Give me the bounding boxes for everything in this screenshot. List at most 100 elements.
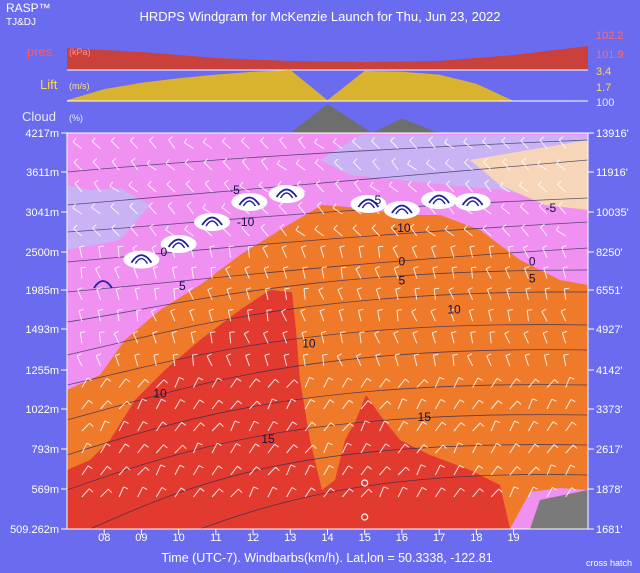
y-left-tick-label: 1022m (25, 404, 59, 416)
y-right-tick-label: 6551' (596, 285, 623, 297)
y-left-tick-label: 1255m (25, 365, 59, 377)
lift-top-value: 3.4 (596, 66, 611, 78)
barb-flag (341, 267, 346, 268)
barb-flag (211, 267, 216, 268)
barb-flag (323, 354, 328, 355)
cumulus-icon (421, 191, 457, 209)
cloud-unit: (%) (69, 113, 83, 123)
contour-label: -5 (371, 193, 382, 207)
y-left-tick-label: 1493m (25, 324, 59, 336)
y-right-tick-label: 1681' (596, 524, 623, 536)
contour-label: 15 (261, 432, 275, 446)
barb-flag (509, 246, 514, 247)
y-right-tick-label: 13916' (596, 128, 629, 140)
cumulus-body (421, 191, 457, 209)
x-tick-label: 19 (507, 532, 519, 544)
y-right-tick-label: 1878' (596, 484, 623, 496)
chart-title: HRDPS Windgram for McKenzie Launch for T… (139, 9, 500, 24)
barb-flag (267, 310, 272, 311)
x-tick-label: 11 (210, 532, 221, 544)
y-right-tick-label: 8250' (596, 247, 623, 259)
x-tick-label: 09 (135, 532, 147, 544)
cumulus-icon (269, 185, 305, 203)
pres-bottom-value: 101.9 (596, 49, 624, 61)
contour-label: 5 (399, 273, 406, 287)
lift-label: Lift (40, 77, 58, 92)
barb-flag (100, 332, 105, 333)
barb-flag (117, 310, 122, 311)
y-left-tick-label: 2500m (25, 247, 59, 259)
y-right-tick-label: 4927' (596, 324, 623, 336)
x-tick-label: 13 (284, 532, 296, 544)
brand-label: RASP™ (6, 1, 51, 15)
contour-label: 0 (160, 245, 167, 259)
x-tick-label: 15 (359, 532, 371, 544)
barb-flag (397, 310, 402, 311)
contour-label: 10 (447, 302, 461, 316)
barb-flag (378, 246, 383, 247)
barb-flag (304, 288, 309, 289)
x-tick-label: 08 (98, 532, 110, 544)
y-left-tick-label: 509.262m (10, 524, 59, 536)
contour-label: 15 (418, 410, 432, 424)
cumulus-body (455, 193, 491, 211)
contour-label: 0 (399, 254, 406, 268)
cumulus-icon (194, 213, 230, 231)
x-tick-label: 12 (247, 532, 259, 544)
barb-flag (230, 332, 235, 333)
y-left-tick-label: 793m (31, 444, 59, 456)
y-right-tick-label: 10035' (596, 207, 629, 219)
barb-flag (434, 288, 439, 289)
credit-label: TJ&DJ (6, 17, 36, 28)
barb-flag (360, 332, 365, 333)
barb-flag (193, 355, 198, 356)
contour-label: 10 (302, 336, 316, 350)
lift-bottom-value: 1.7 (596, 82, 611, 94)
x-tick-label: 10 (173, 532, 185, 544)
y-right-tick-label: 4142' (596, 365, 623, 377)
cumulus-body (384, 201, 420, 219)
pres-unit: (kPa) (69, 47, 91, 57)
contour-label: 5 (179, 279, 186, 293)
cumulus-body (269, 185, 305, 203)
lift-unit: (m/s) (69, 81, 90, 91)
x-axis-caption: Time (UTC-7). Windbarbs(km/h). Lat,lon =… (161, 551, 492, 565)
cumulus-body (194, 213, 230, 231)
cloud-top-value: 100 (596, 97, 614, 109)
y-left-tick-label: 569m (31, 484, 59, 496)
cloud-label: Cloud (22, 109, 56, 124)
contour-label: -10 (393, 221, 411, 235)
main-plot: -10 -10 -5 -5 -5 0 0 0 5 5 5 10 10 10 15 15 (67, 133, 588, 529)
y-right-tick-label: 11916' (596, 167, 628, 179)
contour-label: -5 (545, 201, 556, 215)
contour-label: -5 (229, 183, 240, 197)
y-left-tick-label: 3041m (25, 207, 59, 219)
barb-flag (99, 246, 104, 247)
contour-label: 5 (529, 271, 536, 285)
barb-flag (453, 354, 458, 355)
cumulus-icon (455, 193, 491, 211)
y-left-tick-label: 3611m (26, 167, 59, 179)
cumulus-icon (384, 201, 420, 219)
x-tick-label: 18 (470, 532, 482, 544)
barb-flag (471, 267, 476, 268)
barb-flag (527, 310, 532, 311)
barb-flag (248, 246, 253, 247)
y-left-tick-label: 1985m (25, 285, 59, 297)
pres-label: pres. (27, 44, 56, 59)
cross-hatch-note: cross hatch (586, 558, 632, 568)
x-tick-label: 16 (396, 532, 408, 544)
y-right-tick-label: 3373' (596, 404, 623, 416)
cumulus-icon (123, 251, 159, 269)
contour-label: -10 (237, 215, 255, 229)
barb-flag (564, 288, 569, 289)
y-left-tick-label: 4217m (25, 128, 59, 140)
y-right-tick-label: 2617' (596, 444, 623, 456)
cumulus-body (123, 251, 159, 269)
contour-label: 0 (529, 254, 536, 268)
pres-top-value: 102.2 (596, 30, 624, 42)
contour-label: 10 (153, 386, 167, 400)
x-tick-label: 14 (321, 532, 333, 544)
